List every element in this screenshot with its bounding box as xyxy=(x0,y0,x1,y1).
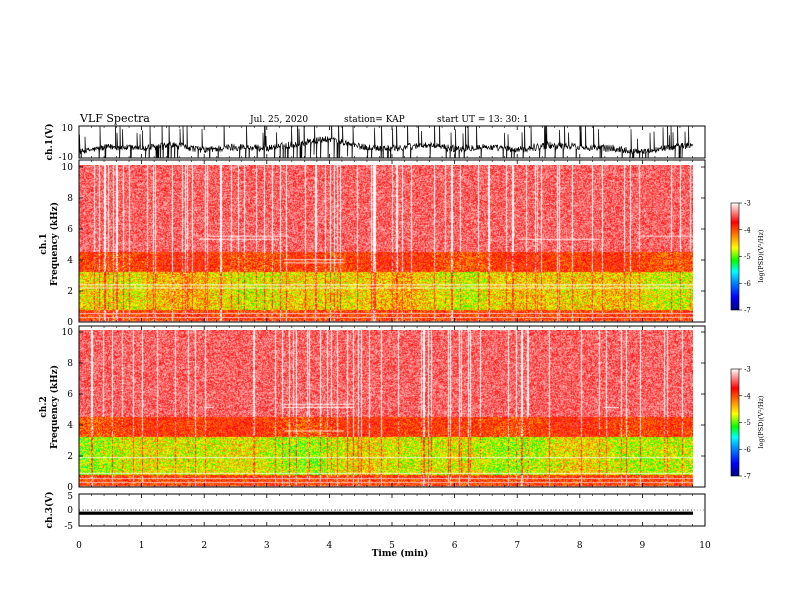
ch2-colorbar-label: log(PSD)(V²/Hz) xyxy=(757,395,765,448)
x-tick-label: 9 xyxy=(640,541,646,551)
ch1-freq-ticks: 0 2 4 6 8 10 xyxy=(62,163,705,328)
header-station: station= KAP xyxy=(344,115,405,125)
x-tick-label: 6 xyxy=(452,541,458,551)
ch2-spectrogram-panel: 0 2 4 6 8 10 ch.2 Frequency (kHz) xyxy=(39,325,706,493)
x-axis-ticks: 0 1 2 3 4 5 6 7 8 9 10 xyxy=(76,126,711,551)
x-tick-label: 5 xyxy=(389,541,395,551)
ch3-waveform-band xyxy=(79,511,693,515)
freq-tick-label: 4 xyxy=(67,256,73,266)
colorbar-tick-label: -6 xyxy=(744,280,751,288)
freq-tick-label: 10 xyxy=(62,328,74,338)
ch2-freq-label-b: Frequency (kHz) xyxy=(49,365,60,449)
ch3-ytick-top: 5 xyxy=(67,492,73,502)
x-tick-label: 7 xyxy=(514,541,520,551)
ch1-colorbar-ticks: -3 -4 -5 -6 -7 xyxy=(739,200,751,315)
ch1-freq-label-a: ch.1 xyxy=(39,233,49,254)
colorbar-tick-label: -3 xyxy=(744,200,751,208)
ch3-ytick-bottom: -5 xyxy=(64,522,73,532)
ch1-colorbar-label: log(PSD)(V²/Hz) xyxy=(757,229,765,282)
x-tick-label: 3 xyxy=(264,541,270,551)
x-tick-label: 0 xyxy=(76,541,82,551)
ch2-colorbar: -3 -4 -5 -6 -7 log(PSD)(V²/Hz) xyxy=(730,366,765,481)
freq-tick-label: 6 xyxy=(67,225,73,235)
colorbar-tick-label: -5 xyxy=(744,419,751,427)
ch3-waveform-trace xyxy=(79,509,693,515)
freq-tick-label: 2 xyxy=(67,287,73,297)
colorbar-tick-label: -3 xyxy=(744,366,751,374)
ch1-colorbar: -3 -4 -5 -6 -7 log(PSD)(V²/Hz) xyxy=(730,200,765,315)
x-tick-label: 8 xyxy=(577,541,583,551)
header-date: Jul. 25, 2020 xyxy=(249,115,308,125)
figure-title: VLF Spectra xyxy=(79,112,150,125)
ch1-freq-label-b: Frequency (kHz) xyxy=(49,202,60,286)
ch2-freq-label-a: ch.2 xyxy=(39,396,49,417)
ch1-spectrogram-panel: 0 2 4 6 8 10 ch.1 Frequency (kHz) xyxy=(39,159,706,328)
ch1-waveform-line xyxy=(79,126,693,158)
x-tick-label: 10 xyxy=(699,541,711,551)
header-start-ut: start UT = 13: 30: 1 xyxy=(437,115,529,125)
colorbar-tick-label: -7 xyxy=(744,307,751,315)
ch1-ytick-bottom: -10 xyxy=(59,153,74,163)
ch2-freq-ticks: 0 2 4 6 8 10 xyxy=(62,328,705,493)
ch1-spectrogram-image xyxy=(79,165,693,322)
colorbar-tick-label: -4 xyxy=(744,392,751,400)
ch3-volt-label: ch.3(V) xyxy=(44,492,55,529)
colorbar-tick-label: -7 xyxy=(744,473,751,481)
x-axis-label: Time (min) xyxy=(372,548,429,559)
freq-tick-label: 4 xyxy=(67,421,73,431)
colorbar-tick-label: -4 xyxy=(744,226,751,234)
freq-tick-label: 2 xyxy=(67,452,73,462)
freq-tick-label: 8 xyxy=(67,359,73,369)
freq-tick-label: 10 xyxy=(62,163,74,173)
ch2-spectrogram-image xyxy=(79,330,693,487)
ch1-waveform-trace xyxy=(79,126,693,158)
colorbar-tick-label: -6 xyxy=(744,446,751,454)
ch3-waveform-panel: 5 0 -5 ch.3(V) xyxy=(44,492,706,532)
freq-tick-label: 8 xyxy=(67,194,73,204)
ch2-colorbar-ticks: -3 -4 -5 -6 -7 xyxy=(739,366,751,481)
x-tick-label: 2 xyxy=(201,541,207,551)
ch1-volt-label: ch.1(V) xyxy=(44,124,55,161)
x-tick-label: 4 xyxy=(327,541,333,551)
freq-tick-label: 0 xyxy=(67,483,73,493)
colorbar-tick-label: -5 xyxy=(744,253,751,261)
ch1-ytick-top: 10 xyxy=(62,124,74,134)
ch3-ytick-mid: 0 xyxy=(67,506,73,516)
freq-tick-label: 0 xyxy=(67,318,73,328)
x-tick-label: 1 xyxy=(139,541,145,551)
freq-tick-label: 6 xyxy=(67,390,73,400)
